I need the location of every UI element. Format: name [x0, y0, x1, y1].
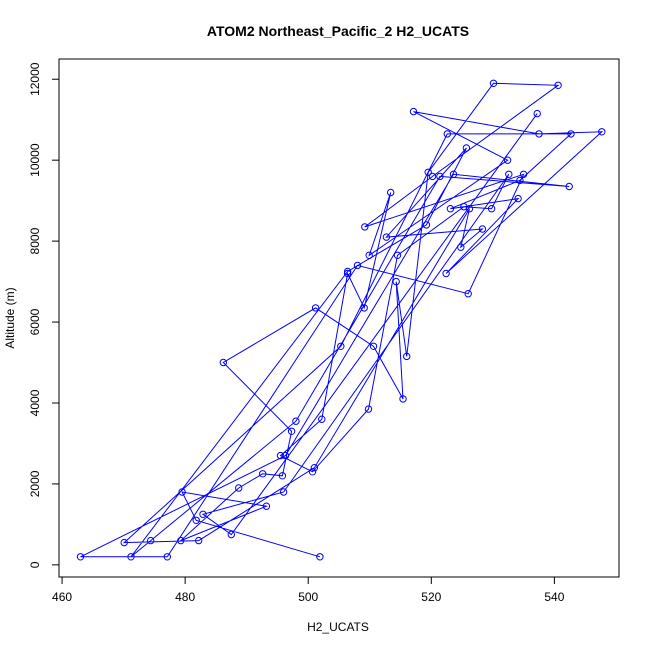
x-tick-label: 460	[52, 590, 72, 604]
data-point	[262, 502, 271, 510]
y-axis: 0 2000 4000 6000 8000 10000 12000	[28, 62, 59, 568]
data-point	[442, 269, 450, 278]
data-point	[487, 205, 496, 213]
data-point	[281, 451, 290, 460]
x-tick-label: 520	[421, 590, 441, 604]
data-point	[392, 277, 400, 286]
data-point	[235, 484, 243, 492]
data-point	[424, 168, 432, 177]
series-layer	[76, 79, 606, 561]
data-point	[365, 251, 373, 260]
data-point	[567, 130, 575, 138]
data-point	[120, 538, 128, 547]
data-point	[457, 243, 465, 251]
data-point	[337, 342, 345, 350]
data-point	[276, 451, 285, 460]
data-point	[361, 223, 369, 231]
data-point	[489, 79, 498, 88]
data-point	[382, 233, 391, 241]
plot-frame	[58, 58, 620, 578]
data-point	[259, 470, 267, 478]
data-point	[127, 553, 135, 561]
x-tick-label: 500	[298, 590, 318, 604]
data-point	[403, 352, 411, 361]
data-point	[460, 203, 468, 211]
data-point	[195, 536, 203, 545]
data-point	[178, 488, 186, 496]
x-axis-label: H2_UCATS	[307, 620, 369, 634]
data-point	[364, 405, 373, 413]
y-tick-label: 6000	[28, 308, 42, 335]
data-point	[399, 395, 407, 403]
data-point	[311, 304, 320, 312]
data-point	[516, 176, 524, 185]
data-point	[177, 536, 185, 545]
data-point	[462, 144, 471, 152]
data-point	[533, 109, 541, 118]
data-point	[279, 488, 288, 496]
x-axis: 460 480 500 520 540	[52, 577, 565, 604]
data-point	[227, 530, 236, 539]
data-point	[464, 290, 472, 298]
data-point	[292, 417, 300, 425]
data-point	[343, 269, 352, 278]
data-point	[565, 182, 573, 191]
y-tick-label: 10000	[28, 143, 42, 177]
data-point	[287, 427, 296, 435]
data-point	[147, 536, 155, 545]
data-point	[519, 170, 528, 179]
data-point	[219, 358, 228, 367]
data-point	[199, 510, 207, 518]
y-tick-label: 8000	[28, 227, 42, 254]
data-point	[318, 415, 326, 423]
data-point	[316, 553, 324, 561]
data-point	[308, 468, 317, 476]
chart-title: ATOM2 Northeast_Pacific_2 H2_UCATS	[207, 23, 469, 39]
x-tick-label: 480	[175, 590, 195, 604]
data-point	[535, 130, 543, 138]
y-tick-label: 2000	[28, 470, 42, 497]
data-point	[428, 172, 437, 181]
y-tick-label: 4000	[28, 389, 42, 416]
series-line	[80, 82, 604, 558]
data-point	[163, 553, 172, 561]
data-point	[278, 472, 287, 480]
data-point	[393, 251, 402, 260]
data-point	[369, 342, 378, 350]
data-point	[422, 221, 431, 229]
data-point	[598, 128, 606, 136]
data-point	[353, 261, 362, 270]
y-tick-label: 12000	[28, 62, 42, 96]
data-point	[446, 205, 455, 213]
data-point	[343, 267, 352, 276]
data-point	[192, 516, 200, 524]
data-point	[360, 304, 368, 312]
x-tick-label: 540	[544, 590, 564, 604]
data-point	[554, 81, 562, 90]
y-tick-label: 0	[28, 561, 42, 568]
data-point	[387, 188, 395, 197]
data-point	[310, 464, 319, 472]
data-point	[449, 170, 458, 179]
data-point	[409, 107, 418, 116]
y-axis-label: Altitude (m)	[3, 287, 17, 348]
data-point	[514, 194, 522, 203]
data-point	[436, 172, 444, 181]
data-point	[443, 130, 451, 138]
data-point	[478, 225, 487, 233]
data-point	[505, 170, 513, 179]
data-point	[503, 156, 512, 164]
data-point	[76, 553, 85, 561]
